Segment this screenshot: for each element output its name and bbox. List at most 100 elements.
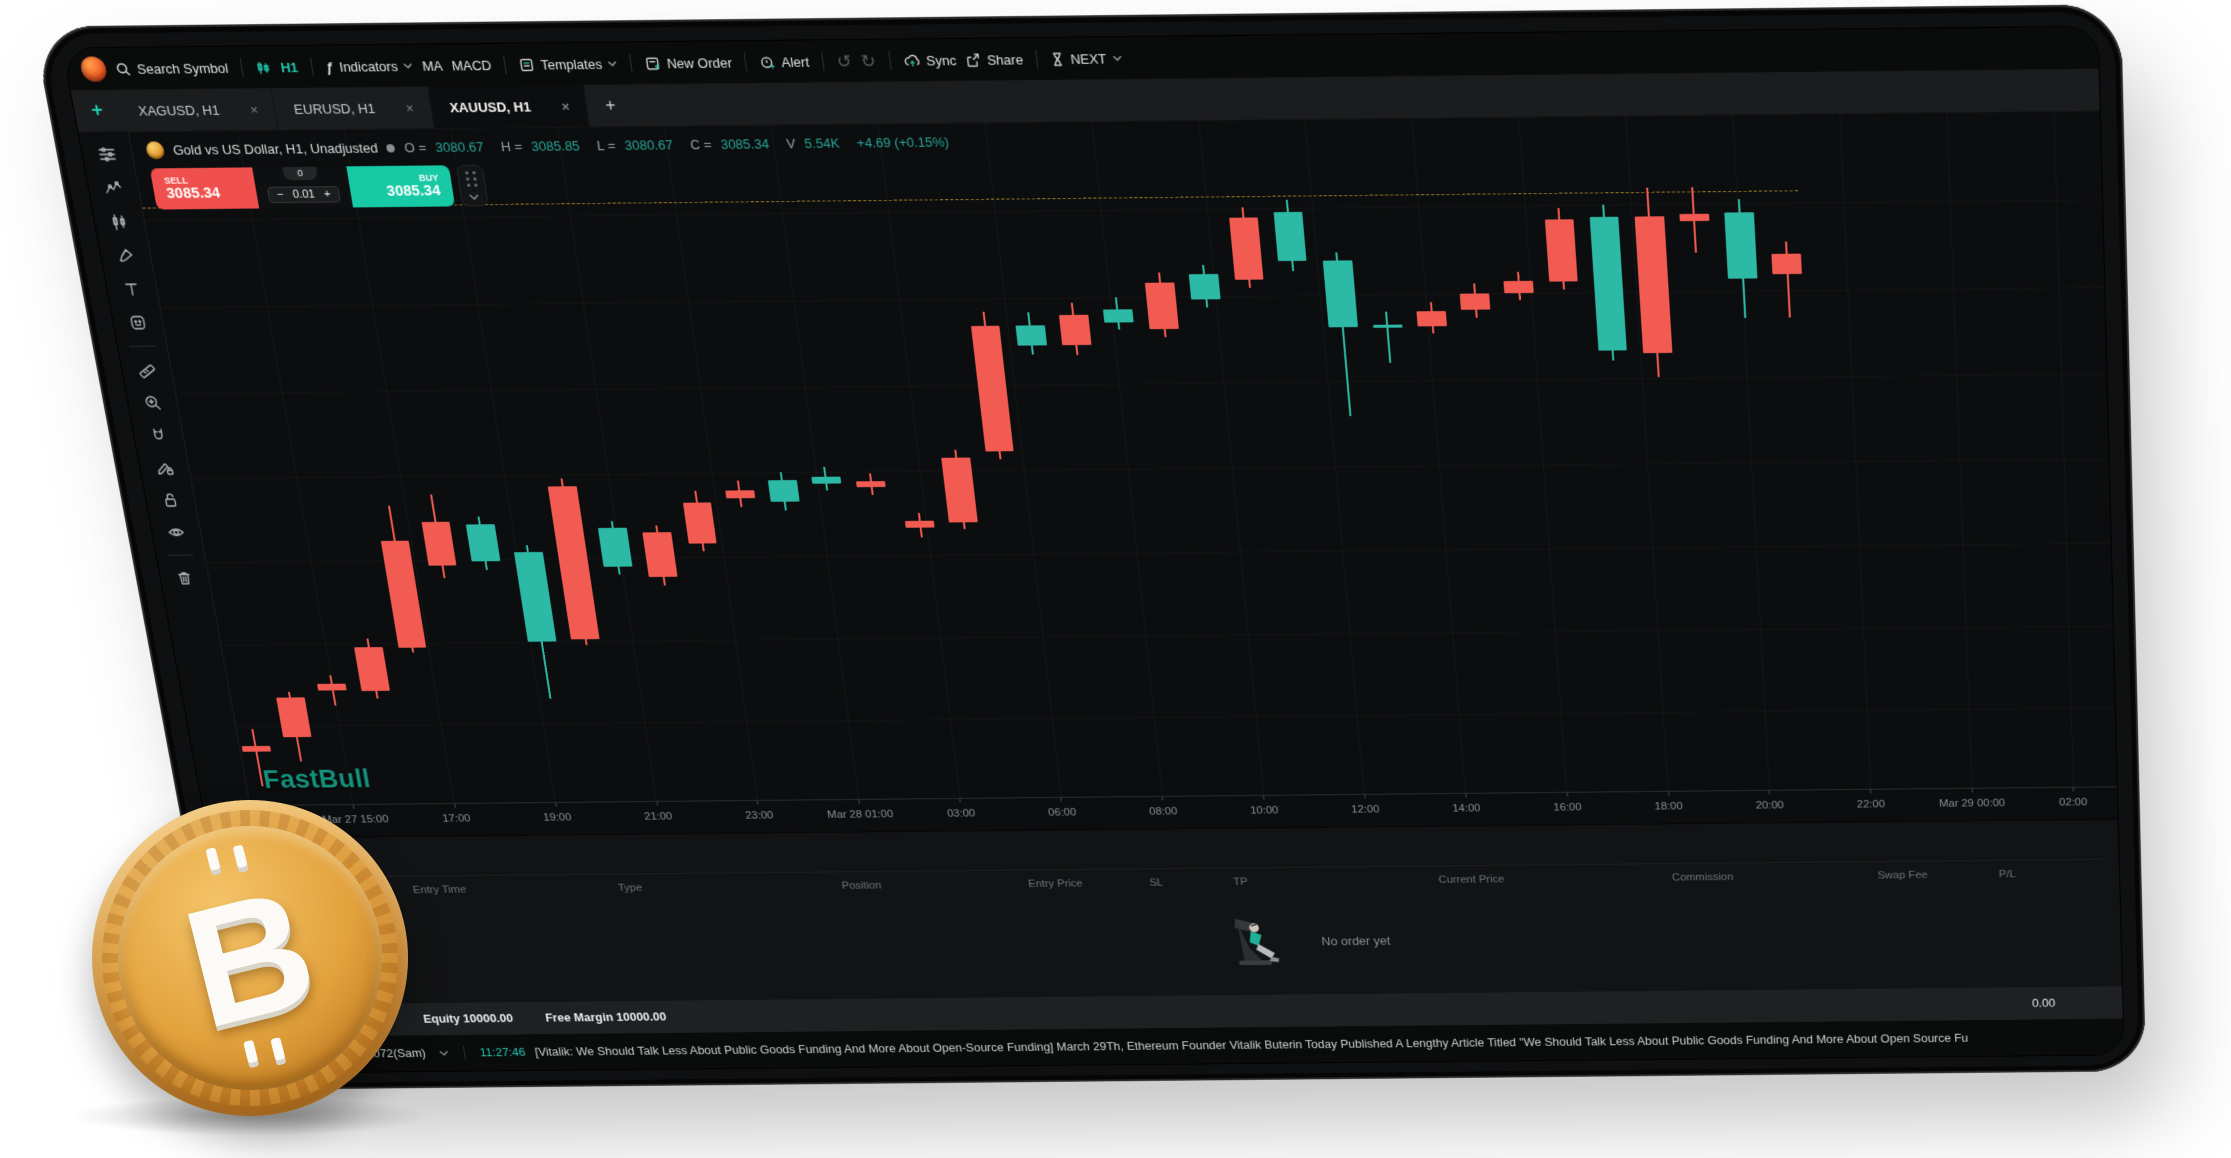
candle-body: [1416, 310, 1447, 326]
grid-line-vertical: [2053, 111, 2074, 788]
toolbar-divider: [1035, 49, 1039, 69]
tab-close-icon[interactable]: ×: [404, 99, 415, 116]
candle-body: [276, 697, 312, 738]
alert-icon: [759, 54, 777, 70]
text-icon[interactable]: [114, 275, 150, 304]
timeframe-button[interactable]: H1: [279, 59, 300, 75]
new-tab-button[interactable]: +: [603, 94, 617, 115]
magnet-icon[interactable]: [141, 421, 176, 449]
volume-label: V: [785, 135, 797, 152]
candle-body: [1544, 218, 1579, 283]
toolbar-divider: [887, 51, 892, 71]
candle-body: [514, 552, 557, 642]
table-column-header: Entry Time: [412, 884, 468, 896]
time-axis-label: Mar 29 00:00: [1938, 797, 2006, 810]
grid-line-vertical: [1946, 112, 1972, 789]
candle-body: [1145, 282, 1179, 330]
candle-body: [465, 524, 501, 562]
function-icon: ƒ: [324, 58, 335, 75]
high-label: H =: [499, 138, 524, 155]
quantity-stepper[interactable]: − 0.01 +: [266, 186, 342, 204]
candle-body: [970, 325, 1015, 452]
indicator-macd-button[interactable]: MACD: [450, 56, 493, 74]
time-axis-label: 08:00: [1148, 806, 1178, 818]
quantity-minus-button[interactable]: −: [276, 188, 285, 202]
fastbull-logo: [78, 56, 109, 82]
ruler-icon[interactable]: [129, 356, 164, 384]
time-axis-label: 03:00: [946, 808, 976, 820]
indicators-button[interactable]: ƒ Indicators: [324, 57, 414, 75]
candle-body: [1724, 212, 1758, 279]
time-axis-label: 20:00: [1755, 799, 1785, 812]
undo-button[interactable]: ↺: [835, 51, 853, 72]
tab-eurusd-h1[interactable]: EURUSD, H1 ×: [271, 86, 435, 130]
indicators-label: Indicators: [337, 57, 399, 75]
table-column-header: Swap Fee: [1877, 869, 1928, 882]
share-button[interactable]: Share: [964, 51, 1024, 67]
tab-xauusd-h1[interactable]: XAUUSD, H1 ×: [427, 84, 590, 129]
draw-lock-icon[interactable]: [147, 454, 182, 482]
templates-button[interactable]: Templates: [518, 56, 619, 73]
candle-body: [1771, 253, 1802, 275]
sync-label: Sync: [925, 52, 957, 69]
candlestick-plot[interactable]: [128, 110, 2117, 806]
news-headline[interactable]: [Vitalik: We Should Talk Less About Publ…: [533, 1031, 1969, 1059]
order-quantity-widget: 0 − 0.01 +: [252, 166, 354, 209]
candle-body: [598, 528, 633, 567]
new-order-button[interactable]: New Order: [644, 54, 733, 71]
sync-button[interactable]: Sync: [903, 52, 957, 68]
empty-state: No order yet: [1220, 912, 1392, 970]
templates-icon: [518, 57, 536, 73]
candle-body: [1679, 213, 1710, 222]
eye-icon[interactable]: [159, 519, 194, 547]
no-order-illustration: [1233, 918, 1280, 966]
time-axis-label: 12:00: [1350, 803, 1380, 816]
table-column-header: TP: [1232, 876, 1249, 888]
sticker-icon[interactable]: [120, 308, 155, 336]
free-margin-value: Free Margin 10000.00: [544, 1010, 668, 1025]
sell-button[interactable]: SELL 3085.34: [149, 167, 260, 210]
open-label: O =: [403, 139, 428, 156]
next-button[interactable]: NEXT: [1050, 50, 1123, 66]
candle-body: [547, 485, 600, 639]
trade-panel: TradeHistory SymbolEntry TimeTypePositio…: [208, 818, 2122, 1005]
candle-body: [682, 502, 717, 545]
chevron-down-icon[interactable]: [439, 1050, 449, 1055]
news-timestamp: 11:27:46: [478, 1046, 527, 1059]
sell-label: SELL: [163, 175, 189, 186]
candle-body: [1015, 325, 1047, 346]
zoom-in-icon[interactable]: [135, 389, 170, 417]
candle-patterns-icon[interactable]: [102, 208, 138, 237]
chevron-down-icon: [469, 194, 480, 200]
time-axis-label: 02:00: [2059, 796, 2088, 809]
tab-xagusd-h1[interactable]: XAGUSD, H1 ×: [116, 88, 279, 132]
trash-icon[interactable]: [167, 564, 202, 591]
candle-body: [1103, 309, 1134, 323]
chart-settings-icon[interactable]: [89, 140, 125, 169]
grid-line-vertical: [1839, 113, 1871, 789]
table-column-header: Current Price: [1438, 873, 1505, 886]
indicator-lines-icon[interactable]: [95, 174, 131, 203]
candlestick-icon[interactable]: [254, 59, 272, 75]
toolbar-divider: [167, 554, 194, 556]
tab-close-icon[interactable]: ×: [248, 101, 260, 118]
candle-body: [1372, 324, 1403, 329]
new-order-icon: [644, 55, 662, 71]
alert-button[interactable]: Alert: [759, 54, 810, 70]
indicator-ma-button[interactable]: MA: [420, 57, 444, 74]
toolbar-divider: [503, 55, 508, 75]
tab-close-icon[interactable]: ×: [560, 98, 571, 114]
quantity-plus-button[interactable]: +: [322, 188, 332, 201]
add-symbol-button[interactable]: +: [89, 99, 105, 122]
redo-button[interactable]: ↻: [859, 50, 877, 71]
open-value: 3080.67: [434, 139, 485, 156]
brush-icon[interactable]: [108, 241, 144, 270]
lock-open-icon[interactable]: [153, 486, 188, 514]
toolbar-divider: [743, 52, 748, 72]
buy-button[interactable]: BUY 3085.34: [346, 165, 456, 208]
volume-value: 5.54K: [803, 135, 841, 152]
sell-price: 3085.34: [165, 185, 222, 203]
symbol-search[interactable]: Search Symbol: [114, 60, 229, 77]
candle-body: [1058, 314, 1092, 346]
